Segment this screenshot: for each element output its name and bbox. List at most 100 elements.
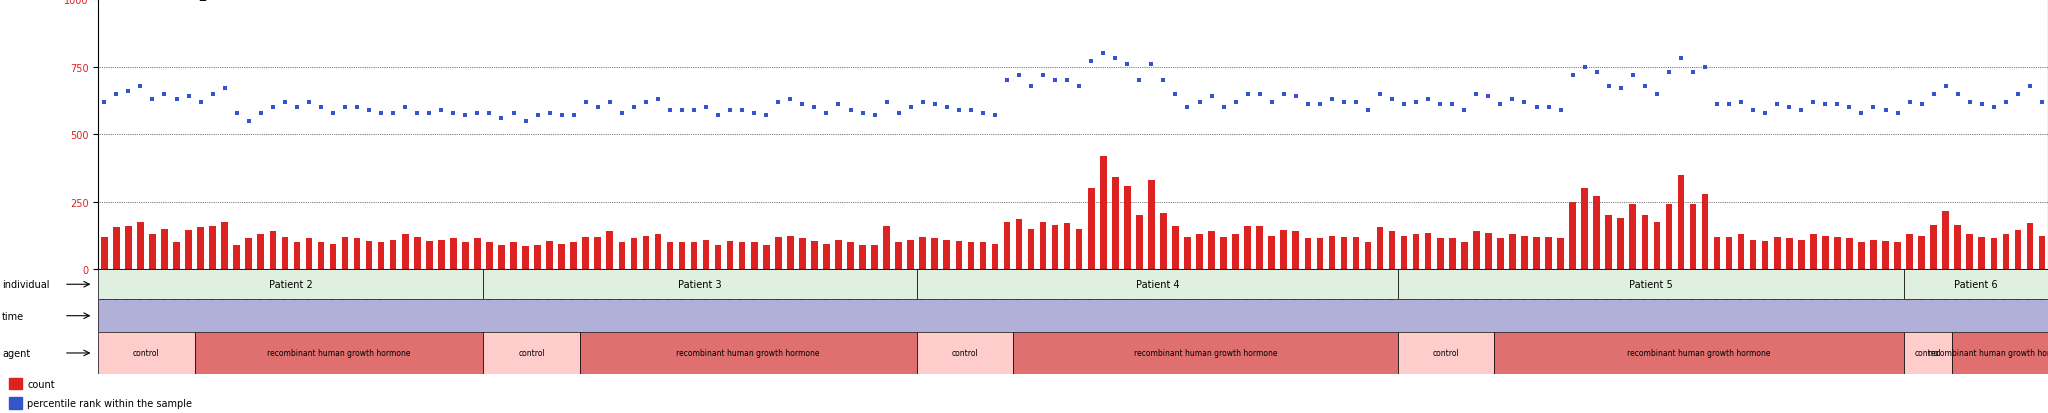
Point (846, 110, 879, 116)
Bar (510, 243, 516, 270)
Point (256, 104, 289, 111)
Bar (150, 235, 156, 270)
Point (1243, 91, 1276, 98)
Point (389, 104, 422, 111)
Bar (582, 237, 590, 270)
Bar (1823, 236, 1829, 270)
Point (125, 83, 158, 90)
Bar (1329, 236, 1335, 270)
Point (690, 104, 723, 111)
Text: recombinant human growth hormone: recombinant human growth hormone (676, 349, 819, 358)
Bar (1040, 223, 1047, 270)
Bar (137, 223, 143, 270)
Bar (1739, 235, 1745, 270)
Bar (2015, 230, 2021, 270)
Point (231, 118, 264, 125)
Point (1761, 102, 1794, 109)
Bar (1004, 223, 1010, 270)
Point (967, 110, 999, 116)
Point (569, 99, 602, 106)
Point (1206, 104, 1239, 111)
Bar (870, 245, 879, 270)
Bar (1798, 240, 1804, 270)
Bar (1642, 216, 1649, 270)
Point (1171, 104, 1204, 111)
Point (557, 113, 590, 119)
Point (340, 104, 373, 111)
Bar (1389, 232, 1395, 270)
Point (1892, 99, 1925, 106)
Bar (1255, 227, 1264, 270)
Bar (2003, 235, 2009, 270)
Point (160, 97, 193, 103)
Bar (559, 244, 565, 270)
Point (1882, 110, 1915, 116)
Point (1653, 69, 1686, 76)
Bar (848, 243, 854, 270)
Text: recombinant human growth hormone: recombinant human growth hormone (1135, 349, 1278, 358)
Bar (1087, 189, 1094, 270)
Point (1159, 91, 1192, 98)
Point (1917, 91, 1950, 98)
Bar (485, 243, 494, 270)
Bar (377, 243, 385, 270)
Bar (1460, 243, 1468, 270)
Point (702, 113, 735, 119)
Bar (125, 227, 131, 270)
Point (1954, 99, 1987, 106)
Point (1520, 104, 1552, 111)
Bar (739, 243, 745, 270)
Point (1184, 99, 1217, 106)
Bar (2038, 236, 2046, 270)
Point (520, 113, 553, 119)
Bar (1399, 332, 1495, 374)
Bar (944, 240, 950, 270)
Point (1122, 78, 1155, 84)
Bar (1786, 239, 1792, 270)
Point (1569, 64, 1602, 71)
Point (594, 99, 627, 106)
Bar (752, 243, 758, 270)
Point (1495, 97, 1528, 103)
Bar (98, 332, 195, 374)
Bar (1845, 239, 1853, 270)
Bar (1014, 332, 1399, 374)
Bar (678, 243, 686, 270)
Point (2001, 91, 2034, 98)
Bar (281, 237, 289, 270)
Bar (367, 241, 373, 270)
Point (1858, 104, 1890, 111)
Point (293, 99, 326, 106)
Bar (221, 223, 227, 270)
Point (147, 91, 180, 98)
Text: agent: agent (2, 348, 31, 358)
Point (414, 110, 446, 116)
Bar (1810, 235, 1817, 270)
Bar (438, 240, 444, 270)
Bar (1581, 189, 1587, 270)
Point (545, 113, 578, 119)
Point (1460, 91, 1493, 98)
Bar (258, 235, 264, 270)
Point (1786, 107, 1819, 114)
Bar (1473, 232, 1479, 270)
Bar (483, 332, 580, 374)
Bar (389, 240, 397, 270)
Bar (451, 239, 457, 270)
Point (1724, 99, 1757, 106)
Bar (184, 230, 193, 270)
Bar (1749, 240, 1757, 270)
Bar (1690, 205, 1696, 270)
Bar (764, 245, 770, 270)
Point (1327, 99, 1360, 106)
Text: control: control (1434, 349, 1460, 358)
Point (762, 99, 795, 106)
Bar (1196, 235, 1202, 270)
Text: Patient 6: Patient 6 (1954, 280, 1997, 290)
Bar (1702, 194, 1708, 270)
Point (221, 110, 254, 116)
Point (1640, 91, 1673, 98)
Point (1507, 99, 1540, 106)
Point (365, 110, 397, 116)
Bar (836, 240, 842, 270)
